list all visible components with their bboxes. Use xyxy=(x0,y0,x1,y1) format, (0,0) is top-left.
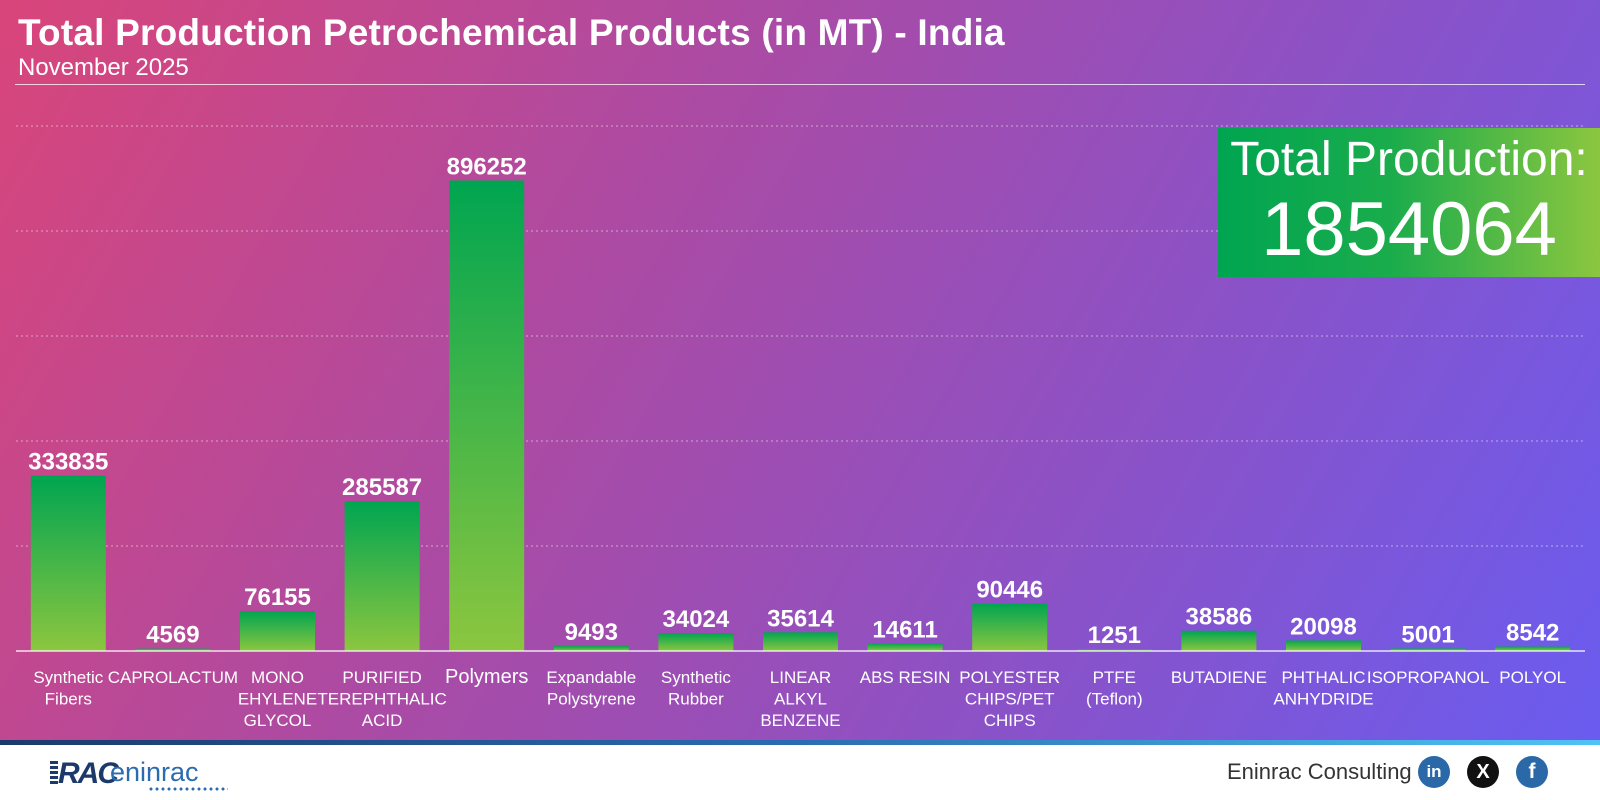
chart-title: Total Production Petrochemical Products … xyxy=(18,12,1005,53)
bar-7 xyxy=(763,632,838,651)
bar-5 xyxy=(553,646,629,651)
category-label-0: Synthetic Fibers xyxy=(33,668,103,709)
data-label-5: 9493 xyxy=(565,619,618,646)
bar-0 xyxy=(30,475,106,651)
category-label-7: LINEAR ALKYL BENZENE xyxy=(760,668,840,730)
bar-14 xyxy=(1495,646,1571,651)
data-label-6: 34024 xyxy=(663,606,730,633)
bar-3 xyxy=(344,501,420,651)
bar-13 xyxy=(1390,648,1466,651)
footer: RAC eninrac Eninrac Consulting in X f xyxy=(0,745,1600,800)
bar-1 xyxy=(135,648,211,651)
bar-8 xyxy=(867,643,943,651)
data-label-1: 4569 xyxy=(146,622,199,649)
chart-subtitle: November 2025 xyxy=(18,54,189,81)
bar-10 xyxy=(1076,649,1152,651)
data-label-0: 333835 xyxy=(28,449,108,476)
data-label-8: 14611 xyxy=(872,616,937,643)
total-production-value: 1854064 xyxy=(1261,187,1557,272)
data-label-13: 5001 xyxy=(1401,621,1454,648)
category-label-12: PHTHALIC ANHYDRIDE xyxy=(1273,668,1373,709)
bar-6 xyxy=(658,633,734,651)
total-production-label: Total Production: xyxy=(1230,133,1588,186)
linkedin-icon[interactable]: in xyxy=(1418,756,1450,788)
data-label-10: 1251 xyxy=(1088,622,1141,649)
logo-mark: RAC xyxy=(58,757,119,790)
category-label-10: PTFE (Teflon) xyxy=(1086,668,1143,709)
logo-lines xyxy=(50,761,58,785)
data-label-7: 35614 xyxy=(767,605,834,632)
category-label-3: PURIFIED TEREPHTHALIC ACID xyxy=(317,668,446,730)
data-label-12: 20098 xyxy=(1290,613,1357,640)
category-label-8: ABS RESIN xyxy=(860,668,951,687)
category-label-5: Expandable Polystyrene xyxy=(546,668,636,709)
category-label-14: POLYOL xyxy=(1499,668,1566,687)
category-label-2: MONO EHYLENE GLYCOL xyxy=(238,668,317,730)
bar-2 xyxy=(240,611,315,651)
category-label-13: ISOPROPANOL xyxy=(1367,668,1490,687)
data-label-9: 90446 xyxy=(976,577,1043,604)
total-production-box: Total Production: 1854064 xyxy=(1218,128,1600,277)
data-label-14: 8542 xyxy=(1506,620,1559,647)
brand-name: Eninrac Consulting xyxy=(1227,759,1412,784)
category-label-4: Polymers xyxy=(445,666,528,688)
logo-wordmark: eninrac xyxy=(110,757,199,787)
x-icon[interactable]: X xyxy=(1467,756,1499,788)
chart-panel: Total Production Petrochemical Products … xyxy=(0,0,1600,740)
bar-chart: 333835 Synthetic Fibers 4569 CAPROLACTUM 7615… xyxy=(28,153,1571,730)
bar-12 xyxy=(1286,640,1361,651)
bar-11 xyxy=(1181,630,1257,651)
data-label-4: 896252 xyxy=(447,153,527,180)
facebook-icon[interactable]: f xyxy=(1516,756,1548,788)
bar-9 xyxy=(972,603,1048,651)
data-label-11: 38586 xyxy=(1186,604,1253,631)
category-label-11: BUTADIENE xyxy=(1171,668,1267,687)
category-label-1: CAPROLACTUM xyxy=(108,668,238,687)
data-label-3: 285587 xyxy=(342,474,422,501)
category-label-9: POLYESTER CHIPS/PET CHIPS xyxy=(959,668,1060,730)
bar-4 xyxy=(449,180,525,651)
category-label-6: Synthetic Rubber xyxy=(661,668,731,709)
data-label-2: 76155 xyxy=(244,584,311,611)
logo-dots xyxy=(148,787,228,791)
footer-stripe xyxy=(0,740,1600,745)
title-divider xyxy=(15,84,1585,85)
